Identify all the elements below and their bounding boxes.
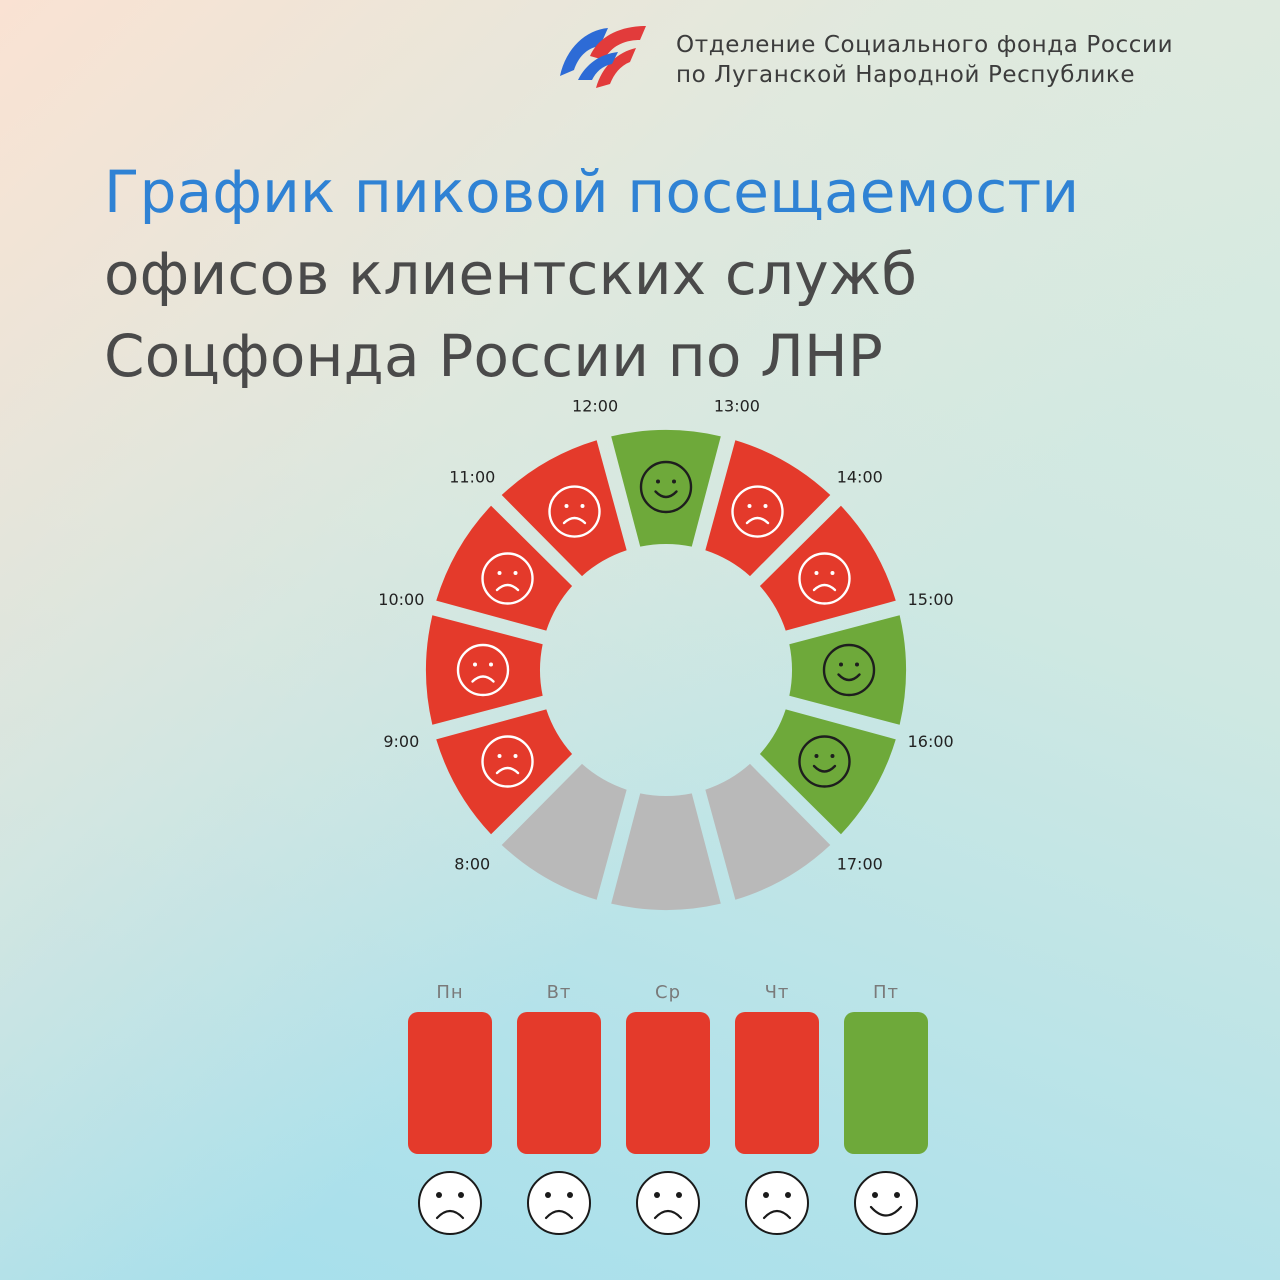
happy-face-icon [854,1171,918,1235]
hour-sector-8 [436,709,573,835]
hour-sector-13 [705,440,831,577]
hour-label: 9:00 [383,732,419,751]
hour-label: 10:00 [378,590,424,609]
org-name-line1: Отделение Социального фонда России [676,32,1174,58]
hour-sector-10 [436,505,573,631]
closed-sector-5 [705,763,831,900]
weekday-label: Вт [546,982,572,1003]
hour-sector-12 [611,430,721,547]
org-name-line2: по Луганской Народной Республике [676,62,1136,88]
hourly-attendance-wheel: 8:00 9:00 10:00 11:00 12:00 13:00 14:00 15:00 16… [378,400,954,910]
weekday-column: Ср [626,980,710,1235]
hour-label: 15:00 [908,590,954,609]
happy-face-icon [822,643,876,697]
weekday-column: Чт [735,980,819,1235]
sad-face-icon [481,735,534,788]
weekday-label: Ср [655,982,681,1003]
weekday-column: Пн [408,980,492,1235]
sad-face-icon [481,552,534,605]
hour-label: 14:00 [837,467,883,486]
hour-sector-15 [789,615,906,725]
weekday-column: Вт [517,980,601,1235]
hour-sector-9 [426,615,543,725]
sad-face-icon [418,1171,482,1235]
hour-label: 8:00 [454,855,490,874]
hour-label: 13:00 [714,400,760,415]
weekday-status-bar [626,1012,710,1154]
sad-face-icon [745,1171,809,1235]
weekday-status-bar [844,1012,928,1154]
hour-label: 11:00 [449,467,495,486]
sfr-logo-icon [560,26,646,88]
weekday-status-bar [408,1012,492,1154]
weekday-status-bar [735,1012,819,1154]
happy-face-icon [639,460,693,514]
sad-face-icon [636,1171,700,1235]
weekday-label: Чт [764,982,790,1003]
page-title-line3: Соцфонда России по ЛНР [104,322,884,390]
weekday-label: Пт [872,982,900,1003]
hour-sector-11 [501,440,627,577]
closed-sector-6 [611,793,721,910]
sad-face-icon [731,485,784,538]
page-title-line1: График пиковой посещаемости [104,158,1080,226]
weekday-label: Пн [436,982,464,1003]
sad-face-icon [456,643,510,697]
weekday-status-bar [517,1012,601,1154]
closed-sector-7 [501,763,627,900]
page-title-line2: офисов клиентских служб [104,240,918,308]
happy-face-icon [798,735,851,788]
hour-label: 16:00 [908,732,954,751]
sad-face-icon [798,552,851,605]
hour-label: 12:00 [572,400,618,415]
weekday-column: Пт [844,980,928,1235]
hour-sector-14 [759,505,896,631]
hour-label: 17:00 [837,855,883,874]
sad-face-icon [527,1171,591,1235]
sad-face-icon [548,485,601,538]
